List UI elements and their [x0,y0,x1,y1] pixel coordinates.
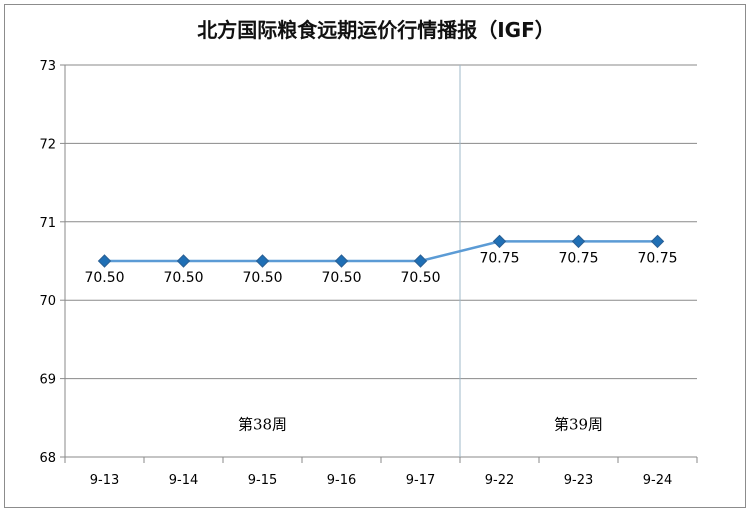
data-point-marker [97,254,112,268]
y-tick-label: 68 [39,451,56,466]
data-label: 70.75 [479,250,519,266]
x-tick-label: 9-24 [643,473,673,488]
x-tick-label: 9-17 [406,473,436,488]
data-point-marker [176,254,191,268]
x-tick-label: 9-16 [327,473,357,488]
data-label: 70.50 [321,270,361,286]
y-tick-label: 72 [39,137,56,152]
x-tick-label: 9-23 [564,473,594,488]
y-tick-label: 71 [39,216,56,231]
x-tick-label: 9-22 [485,473,515,488]
data-label: 70.50 [163,270,203,286]
data-label: 70.50 [242,270,282,286]
y-tick-label: 73 [39,59,56,74]
data-label: 70.75 [637,250,677,266]
data-point-marker [334,254,349,268]
x-tick-label: 9-14 [169,473,199,488]
data-point-marker [413,254,428,268]
data-label: 70.50 [84,270,124,286]
week-label: 第38周 [238,416,287,434]
y-tick-label: 70 [39,294,56,309]
data-point-marker [492,234,507,249]
series-line [104,240,658,263]
x-tick-label: 9-13 [90,473,120,488]
data-label: 70.75 [558,250,598,266]
chart-title: 北方国际粮食远期运价行情播报（IGF） [197,18,555,42]
data-point-marker [255,254,270,268]
x-tick-label: 9-15 [248,473,278,488]
week-label: 第39周 [554,416,603,434]
data-point-marker [650,234,665,249]
data-label: 70.50 [400,270,440,286]
data-point-marker [571,234,586,249]
y-tick-label: 69 [39,373,56,388]
chart-frame [4,4,746,508]
